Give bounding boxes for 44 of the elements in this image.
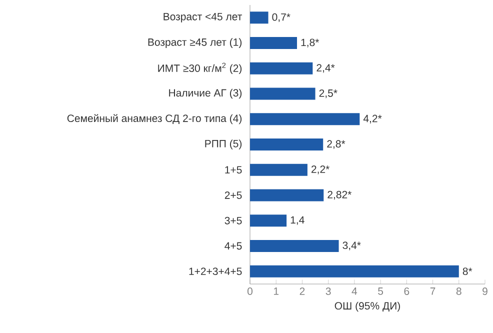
y-tick-label: 1+2+3+4+5	[189, 268, 242, 276]
x-tick-label: 2	[300, 288, 305, 295]
x-tick-label: 0	[247, 288, 253, 295]
bar	[250, 37, 297, 50]
y-tick-label: ИМТ ≥30 кг/м$^{2}$ (2)	[158, 62, 242, 74]
data-label: 2,2*	[312, 166, 330, 174]
x-tick-label: 4	[352, 288, 358, 295]
bar	[250, 113, 360, 126]
x-axis-title: ОШ (95% ДИ)	[334, 302, 400, 312]
data-label: 2,82*	[328, 190, 352, 200]
data-label: 3,4*	[342, 242, 361, 250]
bar	[250, 62, 313, 74]
data-label: 8*	[462, 268, 472, 276]
y-tick-label: 1+5	[225, 166, 242, 174]
data-label: 1,4	[290, 216, 304, 225]
y-tick-label: Наличие АГ (3)	[169, 88, 242, 99]
x-tick-label: 9	[482, 288, 488, 295]
data-label: 0,7*	[272, 13, 290, 22]
data-label: 2,8*	[327, 140, 346, 149]
y-tick-label: 4+5	[224, 242, 242, 250]
x-tick-label: 5	[378, 288, 384, 295]
y-tick-label: 2+5	[224, 192, 242, 199]
bar	[250, 88, 316, 100]
bar	[250, 214, 287, 227]
bar	[250, 12, 268, 24]
x-tick-label: 3	[326, 288, 331, 295]
y-tick-label: Семейный анамнез СД 2-го типа (4)	[67, 114, 242, 124]
bar	[250, 265, 459, 278]
bar	[250, 189, 324, 202]
data-label: 4,2*	[363, 114, 382, 124]
data-label: 2,4*	[316, 64, 335, 73]
data-label: 2,5*	[319, 89, 338, 98]
bar	[250, 138, 324, 150]
y-tick-label: РПП (5)	[205, 140, 242, 150]
data-label: 1,8*	[301, 38, 320, 48]
y-tick-label: 3+5	[224, 216, 242, 224]
x-tick-label: 1	[274, 288, 279, 295]
bar	[250, 164, 308, 176]
y-tick-label: Возраст ≥45 лет (1)	[148, 38, 242, 48]
bar	[250, 240, 339, 252]
x-tick-label: 7	[430, 288, 436, 295]
x-tick-label: 6	[404, 288, 410, 295]
x-tick-label: 8	[456, 288, 462, 295]
y-tick-label: Возраст <45 лет	[164, 12, 242, 22]
